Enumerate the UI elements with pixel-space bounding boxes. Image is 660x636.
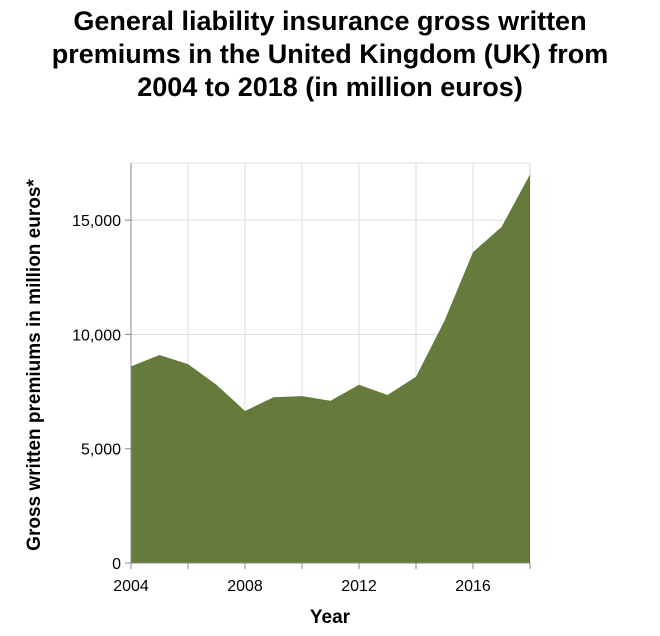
chart-title: General liability insurance gross writte… bbox=[52, 6, 609, 102]
area-series bbox=[130, 174, 531, 563]
chart-title-line-3: 2004 to 2018 (in million euros) bbox=[137, 72, 523, 102]
y-tick-label: 0 bbox=[112, 556, 121, 573]
area-fill bbox=[131, 174, 530, 563]
x-tick-label: 2008 bbox=[227, 578, 263, 595]
x-tick-label: 2016 bbox=[455, 578, 491, 595]
x-axis-title: Year bbox=[310, 607, 351, 628]
axes bbox=[125, 163, 531, 569]
chart-title-line-2: premiums in the United Kingdom (UK) from bbox=[52, 39, 609, 69]
chart-title-line-1: General liability insurance gross writte… bbox=[73, 6, 586, 36]
y-tick-label: 5,000 bbox=[81, 442, 121, 459]
y-axis-title: Gross written premiums in million euros* bbox=[24, 179, 45, 551]
tick-labels: 2004 2008 2012 2016 0 5,000 10,000 15,000 bbox=[72, 213, 491, 595]
x-tick-label: 2004 bbox=[113, 578, 149, 595]
y-tick-label: 15,000 bbox=[72, 213, 121, 230]
x-tick-label: 2012 bbox=[341, 578, 377, 595]
y-tick-label: 10,000 bbox=[72, 327, 121, 344]
